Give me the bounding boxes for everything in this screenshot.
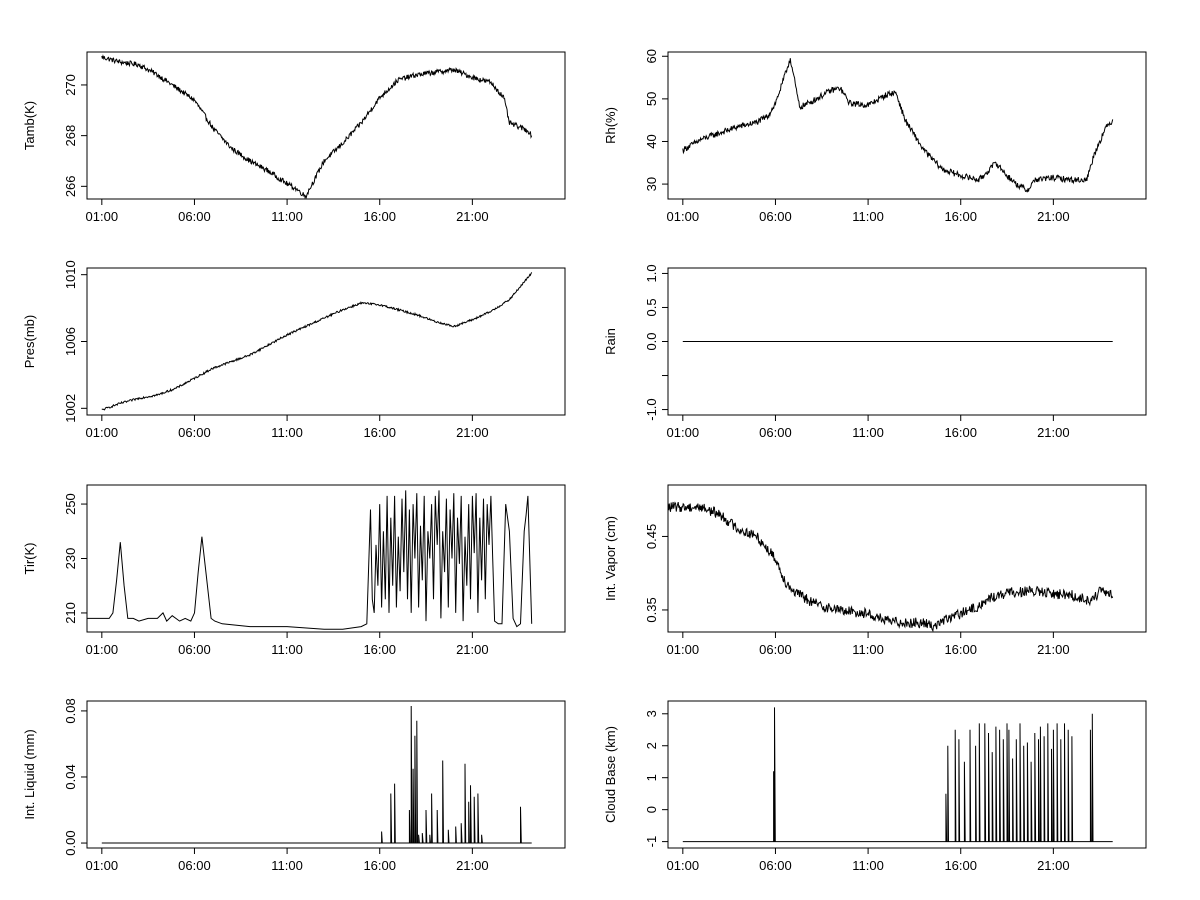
chart3-xtick-label: 16:00 [363, 425, 396, 440]
chart3-xtick-label: 21:00 [456, 425, 489, 440]
chart7-ytick-label: 0.08 [63, 698, 78, 723]
chart2-xtick-label: 01:00 [667, 209, 700, 224]
chart8-ytick-label: 0 [644, 806, 659, 813]
chart3-xtick-label: 11:00 [271, 425, 303, 440]
chart5-panel: 01:00 06:00 11:00 16:00 21:00 210 230 250 Tir(K) [22, 484, 566, 657]
chart6-ylabel: Int. Vapor (cm) [603, 516, 618, 601]
chart8-plot-frame [667, 700, 1147, 849]
chart5-series-line [87, 490, 533, 630]
chart1-xtick-label: 01:00 [86, 209, 119, 224]
chart3-xtick-label: 01:00 [86, 425, 119, 440]
chart5-xtick-label: 06:00 [178, 642, 211, 657]
chart8-xtick-label: 21:00 [1037, 858, 1070, 873]
chart7-ylabel: Int. Liquid (mm) [22, 729, 37, 819]
chart8-panel: 01:00 06:00 11:00 16:00 21:00 -1 0 1 2 3 Cloud Bas… [603, 700, 1147, 873]
chart5-ytick-label: 250 [63, 493, 78, 515]
chart3-panel: 01:00 06:00 11:00 16:00 21:00 1002 1006 1010 Pre… [22, 260, 566, 440]
chart5-xtick-label: 11:00 [271, 642, 303, 657]
chart7-xtick-label: 01:00 [86, 858, 119, 873]
chart1-xtick-label: 21:00 [456, 209, 489, 224]
chart7-xtick-label: 16:00 [363, 858, 396, 873]
chart7-panel: 01:00 06:00 11:00 16:00 21:00 0.00 0.04 0.08 Int… [22, 698, 566, 873]
chart2-ytick-label: 30 [644, 177, 659, 191]
chart8-ytick-label: 3 [644, 710, 659, 717]
chart1-xtick-label: 16:00 [363, 209, 396, 224]
chart3-ylabel: Pres(mb) [22, 315, 37, 368]
chart2-xtick-label: 11:00 [852, 209, 884, 224]
chart7-xtick-label: 06:00 [178, 858, 211, 873]
chart6-ytick-label: 0.45 [644, 524, 659, 549]
chart4-xtick-label: 11:00 [852, 425, 884, 440]
chart4-xtick-label: 21:00 [1037, 425, 1070, 440]
chart8-xtick-label: 01:00 [667, 858, 700, 873]
chart5-plot-frame [86, 484, 566, 633]
chart8-series-line [682, 707, 1113, 843]
chart2-ytick-label: 40 [644, 134, 659, 148]
chart1-series-line [101, 54, 533, 200]
chart1-xtick-label: 06:00 [178, 209, 211, 224]
chart2-ytick-label: 60 [644, 49, 659, 63]
chart7-plot-frame [86, 700, 566, 849]
chart3-ytick-label: 1006 [63, 327, 78, 356]
chart7-ytick-label: 0.04 [63, 764, 78, 789]
chart6-plot-frame [667, 484, 1147, 633]
chart3-ytick-label: 1010 [63, 260, 78, 289]
chart4-panel: 01:00 06:00 11:00 16:00 21:00 -1.0 0.0 0.5 1.0 Ra… [603, 264, 1147, 440]
chart2-xtick-label: 06:00 [759, 209, 792, 224]
chart4-ytick-label: 0.0 [644, 332, 659, 350]
chart4-ylabel: Rain [603, 328, 618, 355]
chart4-ytick-label: 1.0 [644, 264, 659, 282]
chart8-ytick-label: 2 [644, 742, 659, 749]
chart7-xtick-label: 11:00 [271, 858, 303, 873]
chart7-ytick-label: 0.00 [63, 830, 78, 855]
chart8-ytick-label: -1 [644, 836, 659, 848]
chart6-xtick-label: 16:00 [944, 642, 977, 657]
chart1-plot-frame [86, 51, 566, 200]
chart2-ytick-label: 50 [644, 92, 659, 106]
chart6-series-line [667, 501, 1114, 633]
chart2-ylabel: Rh(%) [603, 107, 618, 144]
chart5-ytick-label: 210 [63, 602, 78, 624]
chart2-series-line [682, 58, 1114, 193]
chart6-xtick-label: 21:00 [1037, 642, 1070, 657]
chart4-ytick-label: -1.0 [644, 398, 659, 420]
chart4-xtick-label: 06:00 [759, 425, 792, 440]
chart8-ytick-label: 1 [644, 774, 659, 781]
chart6-panel: 01:00 06:00 11:00 16:00 21:00 0.35 0.45 Int. Va… [603, 484, 1147, 657]
chart3-series-line [101, 272, 533, 411]
chart4-ytick-label: 0.5 [644, 298, 659, 316]
chart2-xtick-label: 16:00 [944, 209, 977, 224]
chart3-ytick-label: 1002 [63, 394, 78, 423]
chart3-xtick-label: 06:00 [178, 425, 211, 440]
chart5-xtick-label: 01:00 [86, 642, 119, 657]
chart8-xtick-label: 06:00 [759, 858, 792, 873]
chart1-ytick-label: 266 [63, 175, 78, 197]
chart8-ylabel: Cloud Base (km) [603, 726, 618, 823]
chart6-ytick-label: 0.35 [644, 597, 659, 622]
chart7-xtick-label: 21:00 [456, 858, 489, 873]
chart4-xtick-label: 16:00 [944, 425, 977, 440]
chart5-ylabel: Tir(K) [22, 542, 37, 574]
chart8-xtick-label: 11:00 [852, 858, 884, 873]
chart2-panel: 01:00 06:00 11:00 16:00 21:00 30 40 50 60 Rh(%) [603, 49, 1147, 224]
chart1-ytick-label: 268 [63, 125, 78, 147]
chart6-xtick-label: 11:00 [852, 642, 884, 657]
chart4-xtick-label: 01:00 [667, 425, 700, 440]
chart5-ytick-label: 230 [63, 548, 78, 570]
chart6-xtick-label: 01:00 [667, 642, 700, 657]
chart2-xtick-label: 21:00 [1037, 209, 1070, 224]
chart1-ylabel: Tamb(K) [22, 101, 37, 150]
chart5-xtick-label: 21:00 [456, 642, 489, 657]
chart3-plot-frame [86, 267, 566, 416]
chart7-series-line [101, 705, 532, 844]
chart1-ytick-label: 270 [63, 74, 78, 96]
chart2-plot-frame [667, 51, 1147, 200]
chart1-panel: 01:00 06:00 11:00 16:00 21:00 266 268 270 Tamb(K… [22, 51, 566, 224]
chart5-xtick-label: 16:00 [363, 642, 396, 657]
chart6-xtick-label: 06:00 [759, 642, 792, 657]
chart8-xtick-label: 16:00 [944, 858, 977, 873]
chart1-xtick-label: 11:00 [271, 209, 303, 224]
